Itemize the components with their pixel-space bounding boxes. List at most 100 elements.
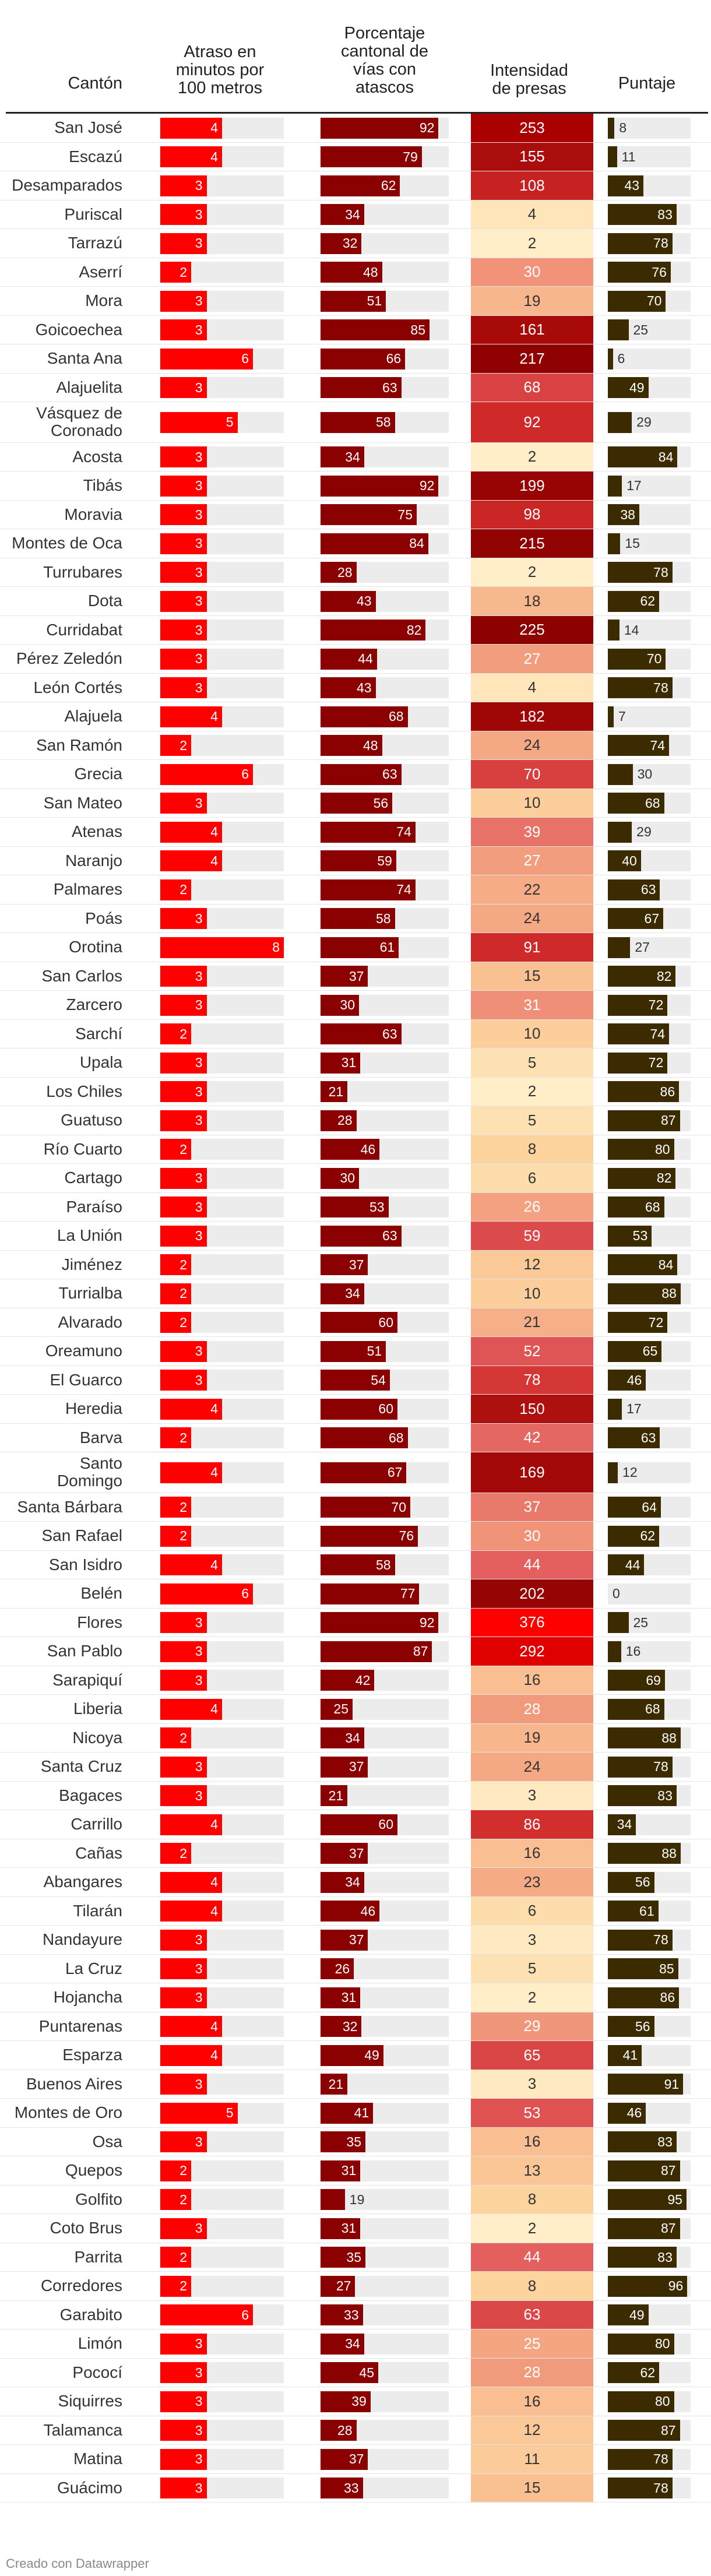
delay-value: 3	[195, 1932, 203, 1948]
jam-pct-track: 27	[321, 2275, 449, 2297]
header-jam-pct-line: atascos	[356, 78, 414, 97]
score-bar	[608, 1139, 674, 1160]
delay-value: 3	[195, 1113, 203, 1128]
jam-pct-track: 56	[321, 793, 449, 814]
score-bar	[608, 1225, 652, 1247]
canton-name-line: San Ramón	[36, 736, 122, 754]
delay-bar	[160, 648, 207, 670]
table-row: Vásquez de Coronado 5 58 92 29	[0, 402, 711, 443]
delay-value: 3	[195, 449, 203, 464]
canton-name: Tibás	[6, 477, 122, 494]
jam-pct-value: 77	[400, 1586, 416, 1602]
delay-track: 4	[160, 1398, 284, 1420]
intensity-cell: 2	[471, 558, 593, 586]
delay-track: 3	[160, 319, 284, 341]
canton-name: Puriscal	[6, 205, 122, 223]
canton-name: El Guarco	[6, 1371, 123, 1389]
score-bar	[608, 1427, 660, 1449]
score-bar	[608, 1462, 618, 1483]
score-bar	[608, 233, 673, 254]
score-bar	[608, 411, 632, 433]
canton-name-line: Sarchí	[75, 1024, 122, 1043]
delay-value: 4	[210, 120, 218, 136]
score-bar	[608, 348, 613, 369]
jam-pct-value: 34	[345, 449, 360, 464]
jam-pct-value: 35	[346, 2134, 361, 2149]
canton-name-line: Esparza	[62, 2046, 122, 2064]
canton-name: Hojancha	[6, 1989, 122, 2006]
delay-track: 6	[160, 763, 284, 785]
delay-bar	[160, 175, 207, 196]
delay-track: 3	[160, 1612, 284, 1634]
jam-pct-track: 58	[321, 1554, 449, 1576]
delay-value: 5	[226, 2105, 234, 2121]
score-bar	[608, 706, 614, 727]
table-row: Puntarenas 4 32 29 56	[0, 2012, 711, 2041]
score-value: 34	[617, 1817, 632, 1832]
jam-pct-bar	[321, 2333, 364, 2355]
jam-pct-value: 30	[340, 1170, 355, 1186]
delay-bar	[160, 1756, 207, 1778]
score-bar	[608, 1196, 664, 1218]
score-bar	[608, 2074, 684, 2095]
canton-name-line: Hojancha	[53, 1988, 122, 2006]
score-value: 62	[640, 2364, 656, 2380]
header-jam-pct-line: Porcentaje	[344, 24, 425, 43]
delay-track: 2	[160, 735, 284, 756]
delay-value: 3	[195, 1083, 203, 1099]
jam-pct-value: 49	[364, 2047, 379, 2063]
delay-track: 2	[160, 2160, 284, 2181]
score-track: 7	[608, 706, 691, 727]
canton-name: San Isidro	[6, 1556, 122, 1574]
delay-track: 2	[160, 1843, 284, 1864]
score-bar	[608, 175, 644, 196]
jam-pct-bar	[321, 1283, 364, 1304]
delay-bar	[160, 763, 253, 785]
delay-value: 4	[210, 709, 218, 724]
jam-pct-track: 44	[321, 648, 449, 670]
canton-name: Sarapiquí	[6, 1671, 122, 1689]
score-track: 25	[608, 1612, 691, 1634]
jam-pct-value: 43	[357, 680, 372, 695]
delay-track: 4	[160, 706, 284, 727]
intensity-cell: 2	[471, 442, 593, 471]
canton-name-line: Nicoya	[72, 1728, 122, 1747]
delay-track: 2	[160, 2189, 284, 2211]
jam-pct-value: 54	[371, 1372, 386, 1388]
score-bar	[608, 908, 664, 930]
delay-bar	[160, 377, 207, 399]
header-canton: Cantón	[6, 75, 122, 93]
intensity-cell: 91	[471, 933, 593, 962]
intensity-cell: 2	[471, 1983, 593, 2012]
jam-pct-value: 37	[349, 1932, 364, 1948]
canton-name: Los Chiles	[6, 1082, 122, 1100]
canton-name: Buenos Aires	[6, 2075, 122, 2093]
score-track: 62	[608, 1525, 691, 1547]
delay-bar	[160, 1462, 222, 1483]
jam-pct-value: 21	[328, 1083, 344, 1099]
delay-value: 2	[179, 882, 187, 898]
intensity-cell: 150	[471, 1395, 593, 1423]
delay-bar	[160, 475, 207, 497]
score-track: 43	[608, 175, 691, 196]
score-value: 25	[633, 322, 649, 337]
delay-bar	[160, 2333, 207, 2355]
jam-pct-bar	[321, 793, 393, 814]
intensity-cell: 11	[471, 2445, 593, 2473]
score-bar	[608, 2189, 687, 2211]
jam-pct-track: 21	[321, 1785, 449, 1807]
table-row: Tilarán 4 46 6 61	[0, 1896, 711, 1926]
score-value: 86	[660, 1990, 675, 2005]
delay-bar	[160, 1427, 191, 1449]
delay-track: 4	[160, 1462, 284, 1483]
intensity-cell: 4	[471, 673, 593, 702]
canton-name-line: Pococí	[72, 2363, 122, 2381]
canton-name: Vásquez de Coronado	[6, 404, 122, 439]
delay-bar	[160, 562, 207, 583]
canton-name: Tilarán	[6, 1902, 122, 1920]
delay-track: 4	[160, 1554, 284, 1576]
jam-pct-value: 92	[419, 478, 435, 494]
delay-track: 3	[160, 590, 284, 612]
jam-pct-value: 61	[379, 939, 395, 955]
intensity-cell: 15	[471, 2473, 593, 2502]
